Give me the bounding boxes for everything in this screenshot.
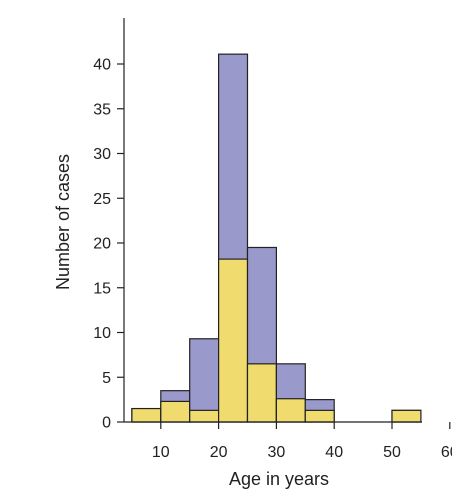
y-tick-label-20: 20 <box>93 236 111 253</box>
y-tick-label-40: 40 <box>93 57 111 74</box>
bar-subset-5 <box>275 398 306 423</box>
bar-total-2 <box>189 338 220 423</box>
bar-subset-0 <box>131 407 162 423</box>
bar-subset-1 <box>160 400 191 423</box>
bar-subset-3 <box>218 258 249 423</box>
bar-subset-4 <box>246 363 277 423</box>
y-tick-label-25: 25 <box>93 191 111 208</box>
bars-group <box>131 53 422 423</box>
bar-subset-7 <box>391 409 422 423</box>
y-tick-label-15: 15 <box>93 280 111 297</box>
y-axis-ticks: 0 5 10 15 20 25 30 35 40 <box>93 57 124 432</box>
y-tick-label-30: 30 <box>93 146 111 163</box>
x-tick-label-60: 60 <box>441 444 452 461</box>
x-tick-label-20: 20 <box>210 444 228 461</box>
y-tick-label-5: 5 <box>102 370 111 387</box>
x-tick-label-50: 50 <box>383 444 401 461</box>
y-axis-title: Number of cases <box>53 154 73 290</box>
x-axis-title: Age in years <box>229 469 329 489</box>
x-axis-ticks: 10 20 30 40 50 60 <box>152 422 452 461</box>
y-tick-label-35: 35 <box>93 101 111 118</box>
x-tick-label-10: 10 <box>152 444 170 461</box>
y-tick-label-10: 10 <box>93 325 111 342</box>
bar-subset-6 <box>304 409 335 423</box>
x-tick-label-40: 40 <box>325 444 343 461</box>
bar-subset-2 <box>189 409 220 423</box>
x-tick-label-30: 30 <box>268 444 286 461</box>
y-tick-label-0: 0 <box>102 415 111 432</box>
